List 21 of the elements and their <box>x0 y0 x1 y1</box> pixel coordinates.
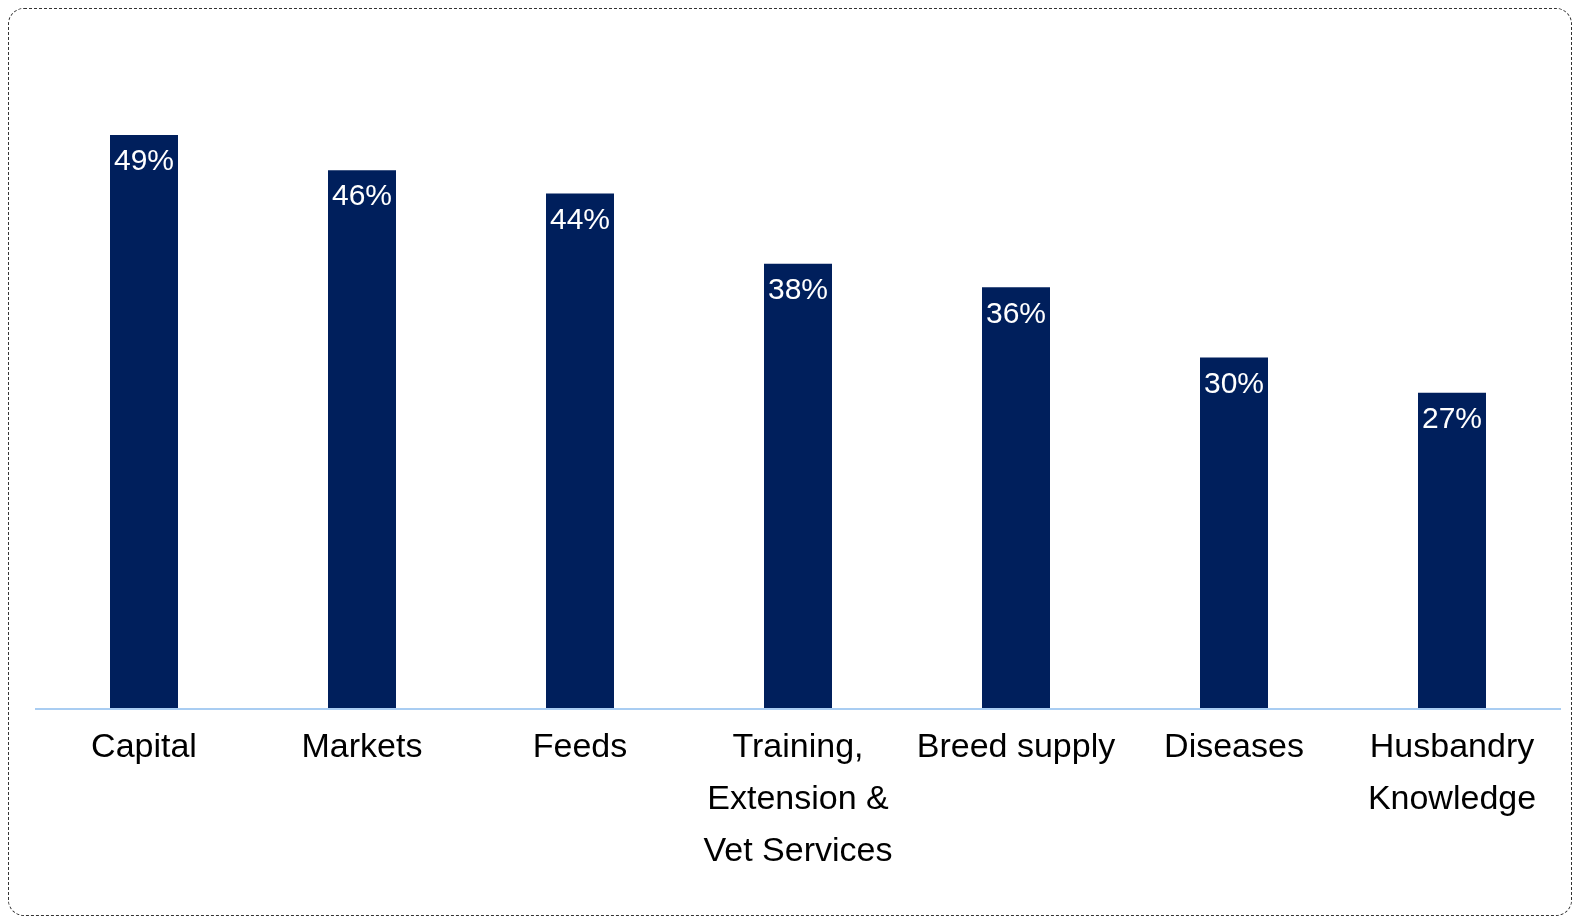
data-label: 44% <box>549 201 611 235</box>
data-label: 27% <box>1421 401 1483 435</box>
x-tick-label: Diseases <box>1164 726 1304 764</box>
bar <box>764 263 832 709</box>
data-label: 49% <box>113 143 175 177</box>
data-label: 38% <box>767 272 829 306</box>
bar <box>1200 357 1268 709</box>
bar <box>982 287 1050 709</box>
bar <box>546 193 614 709</box>
data-label: 30% <box>1203 365 1265 399</box>
data-label: 36% <box>985 295 1047 329</box>
x-tick-label: Capital <box>91 726 197 764</box>
data-label: 46% <box>331 178 393 212</box>
bar <box>328 170 396 709</box>
bar <box>110 135 178 709</box>
x-tick-label: Breed supply <box>916 726 1116 764</box>
x-tick-label: Husbandry Knowledge <box>1367 726 1537 816</box>
x-tick-label: Feeds <box>532 726 628 764</box>
x-tick-label: Markets <box>301 726 423 764</box>
x-tick-label: Training, Extension & Vet Services <box>703 726 893 868</box>
bar <box>1418 392 1486 709</box>
